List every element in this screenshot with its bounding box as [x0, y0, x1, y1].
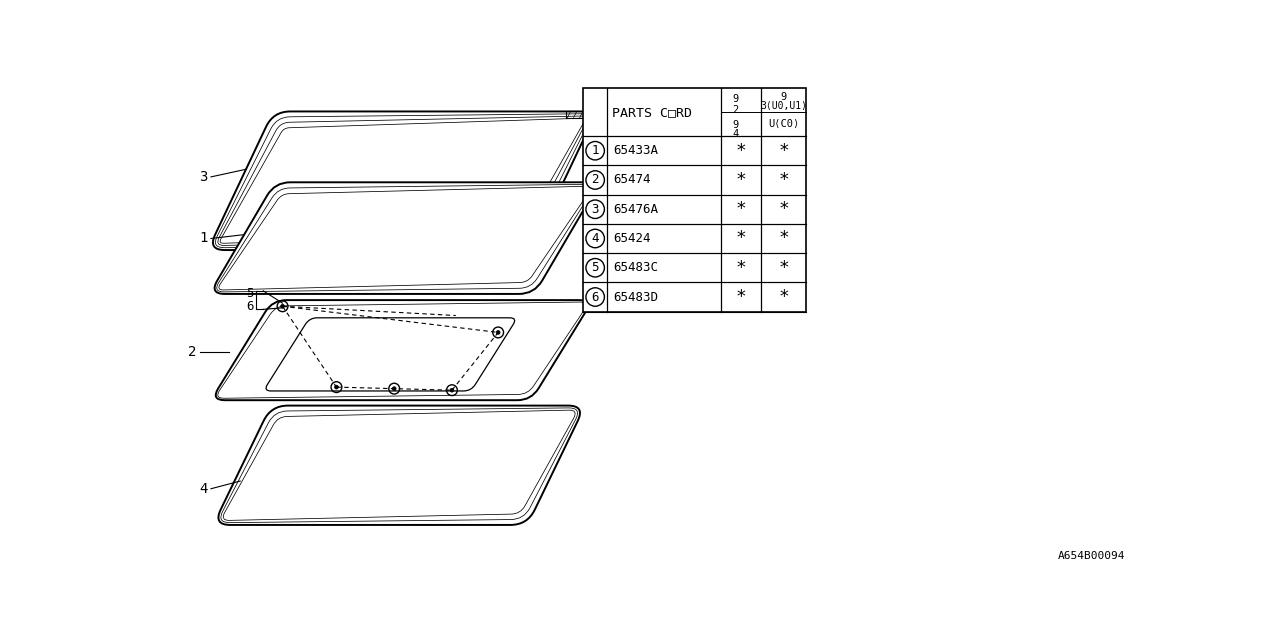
Text: 3: 3 — [200, 170, 207, 184]
Bar — [582, 88, 806, 312]
Text: *: * — [736, 141, 748, 160]
PathPatch shape — [212, 111, 591, 250]
Text: 65474: 65474 — [613, 173, 650, 186]
Text: *: * — [778, 171, 790, 189]
Text: 1: 1 — [200, 232, 207, 246]
Text: *: * — [778, 230, 790, 248]
Text: 65424: 65424 — [613, 232, 650, 245]
Text: 65476A: 65476A — [613, 203, 658, 216]
Text: 9: 9 — [732, 120, 739, 131]
Text: U⟨C0⟩: U⟨C0⟩ — [768, 119, 800, 129]
Text: *: * — [736, 230, 748, 248]
Text: 2: 2 — [732, 105, 739, 115]
Text: *: * — [778, 141, 790, 160]
Text: 2: 2 — [188, 346, 197, 360]
Text: *: * — [736, 259, 748, 276]
Circle shape — [280, 305, 284, 308]
Circle shape — [451, 388, 454, 392]
Text: *: * — [736, 171, 748, 189]
Text: 6: 6 — [247, 300, 253, 313]
Text: 5: 5 — [591, 261, 599, 275]
Text: 9: 9 — [781, 92, 787, 102]
Circle shape — [392, 387, 396, 390]
Circle shape — [334, 385, 338, 389]
Text: 65483D: 65483D — [613, 291, 658, 303]
Text: 3: 3 — [591, 203, 599, 216]
PathPatch shape — [215, 182, 595, 294]
Text: 4: 4 — [591, 232, 599, 245]
Text: 4: 4 — [200, 482, 207, 496]
Text: 3⟨U0,U1⟩: 3⟨U0,U1⟩ — [760, 100, 808, 111]
Text: 5: 5 — [247, 287, 253, 300]
Text: *: * — [736, 288, 748, 306]
Text: A654B00094: A654B00094 — [1057, 551, 1125, 561]
Text: *: * — [778, 288, 790, 306]
Text: 65433A: 65433A — [613, 144, 658, 157]
Text: *: * — [736, 200, 748, 218]
Text: 4: 4 — [732, 129, 739, 139]
Text: *: * — [778, 259, 790, 276]
Text: 9: 9 — [732, 94, 739, 104]
PathPatch shape — [216, 300, 588, 400]
Text: PARTS C□RD: PARTS C□RD — [612, 106, 692, 118]
Circle shape — [497, 330, 500, 334]
Text: 6: 6 — [591, 291, 599, 303]
Text: 2: 2 — [591, 173, 599, 186]
PathPatch shape — [219, 406, 580, 525]
Text: 65483C: 65483C — [613, 261, 658, 275]
Text: 1: 1 — [591, 144, 599, 157]
Text: *: * — [778, 200, 790, 218]
